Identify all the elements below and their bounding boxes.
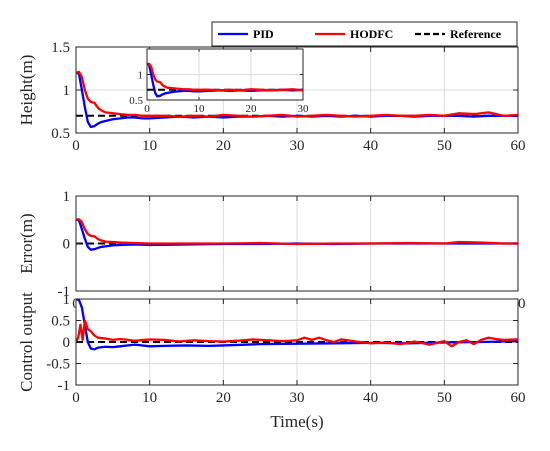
legend-box [211, 21, 518, 47]
x-tick-label: 30 [290, 138, 305, 154]
x-tick-label: 20 [246, 103, 258, 115]
y-tick-label: -1 [58, 378, 71, 394]
x-tick-label: 60 [511, 390, 526, 406]
legend: PID HODFC Reference [211, 21, 518, 47]
x-tick-label: 20 [216, 138, 231, 154]
legend-item-reference: Reference [415, 27, 502, 41]
x-tick-label: 40 [363, 390, 378, 406]
series-group [76, 218, 518, 251]
legend-item-pid: PID [218, 27, 274, 41]
y-tick-label: 0 [63, 237, 71, 253]
y-tick-label: 1 [138, 70, 144, 82]
legend-label: Reference [450, 27, 502, 41]
x-axis-label: Time(s) [270, 412, 323, 431]
y-tick-label: 0.5 [51, 314, 70, 330]
x-tick-label: 30 [298, 103, 310, 115]
y-tick-label: 0 [63, 335, 71, 351]
series-group [76, 299, 518, 351]
y-tick-label: 1 [63, 189, 71, 205]
inset-series-group [147, 62, 303, 98]
inset-series-hodfc-line [147, 62, 303, 92]
series-hodfc-line [76, 319, 518, 348]
inset-series-pid-line [147, 63, 303, 98]
x-tick-label: 60 [511, 138, 526, 154]
x-tick-label: 40 [363, 138, 378, 154]
series-group [76, 70, 518, 129]
x-tick-label: 0 [72, 138, 80, 154]
inset-plot: 0 10 20 30 0.5 1 [129, 48, 310, 115]
x-tick-label: 10 [142, 390, 157, 406]
y-tick-label: 1.5 [51, 40, 70, 56]
y-tick-label: 0.5 [51, 126, 70, 142]
x-tick-label: 10 [194, 103, 206, 115]
x-tick-label: 0 [72, 390, 80, 406]
legend-label: HODFC [350, 27, 393, 41]
y-tick-label: 1 [63, 83, 71, 99]
series-hodfc-line [76, 70, 518, 118]
y-tick-label: 0.5 [129, 95, 143, 107]
series-hodfc-line [76, 218, 518, 246]
legend-item-hodfc: HODFC [315, 27, 393, 41]
x-tick-label: 10 [142, 138, 157, 154]
x-tick-label: 50 [437, 138, 452, 154]
y-tick-label: -1 [58, 284, 71, 300]
x-tick-label: 50 [437, 390, 452, 406]
y-axis-label: Height(m) [17, 55, 36, 126]
y-tick-label: 1 [63, 292, 71, 308]
x-tick-label: 30 [290, 390, 305, 406]
subplot-control: 0 10 20 30 40 50 60 -1 -0.5 0 0.5 1 Control output [17, 292, 526, 406]
legend-label: PID [253, 27, 274, 41]
y-axis-label: Control output [17, 292, 36, 392]
x-tick-label: 0 [144, 103, 150, 115]
y-axis-label: Error(m) [17, 213, 36, 273]
y-tick-label: -0.5 [46, 357, 70, 373]
x-tick-label: 20 [216, 390, 231, 406]
